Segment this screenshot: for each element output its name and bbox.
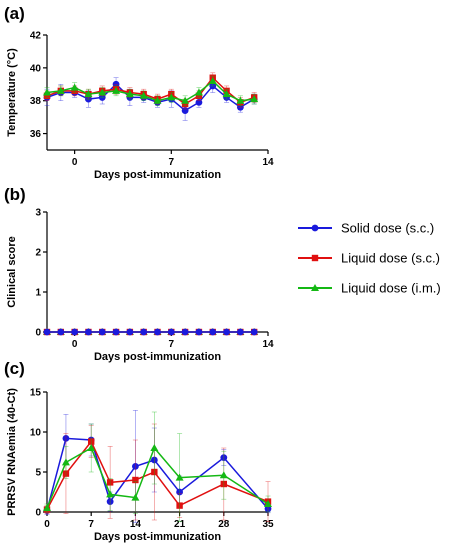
data-point bbox=[139, 91, 148, 99]
y-tick-label: 3 bbox=[35, 208, 41, 219]
y-tick-label: 5 bbox=[35, 468, 41, 479]
data-point bbox=[264, 500, 272, 507]
legend-marker-circle bbox=[311, 224, 319, 232]
data-point bbox=[112, 86, 121, 94]
data-point bbox=[57, 328, 65, 336]
data-point bbox=[132, 476, 139, 484]
data-point bbox=[98, 88, 107, 96]
y-axis-label: Temperature (°C) bbox=[6, 48, 18, 137]
data-point bbox=[181, 96, 190, 104]
series-triangle bbox=[43, 411, 272, 522]
y-tick-label: 38 bbox=[30, 96, 42, 107]
data-point bbox=[250, 328, 258, 336]
panel-label-b: (b) bbox=[4, 185, 26, 204]
series-circle bbox=[43, 328, 258, 336]
y-tick-label: 0 bbox=[35, 328, 41, 339]
y-tick-label: 40 bbox=[30, 63, 42, 74]
x-tick-label: 14 bbox=[130, 519, 142, 530]
data-point bbox=[167, 328, 175, 336]
data-point bbox=[43, 88, 51, 96]
legend-marker-triangle bbox=[311, 284, 319, 291]
y-tick-label: 15 bbox=[30, 388, 42, 399]
series-line bbox=[46, 76, 255, 105]
y-tick-label: 2 bbox=[35, 248, 41, 259]
data-point bbox=[209, 328, 217, 336]
data-point bbox=[112, 328, 120, 336]
data-point bbox=[43, 328, 51, 336]
y-tick-label: 10 bbox=[30, 428, 42, 439]
data-point bbox=[85, 328, 92, 336]
data-point bbox=[150, 444, 159, 451]
chart-c: 0 5 10 15 0 7 14 21 28 35 Days post-immunization PR… bbox=[6, 388, 274, 544]
x-tick-label: 7 bbox=[169, 339, 175, 350]
series-line bbox=[46, 79, 255, 102]
data-point bbox=[222, 90, 231, 98]
y-tick-label: 36 bbox=[30, 129, 42, 140]
x-axis-label: Days post-immunization bbox=[94, 169, 221, 181]
data-point bbox=[98, 328, 106, 336]
data-point bbox=[236, 96, 245, 104]
data-point bbox=[70, 83, 79, 91]
y-tick-label: 42 bbox=[30, 31, 42, 42]
series-triangle bbox=[43, 75, 259, 106]
data-point bbox=[56, 86, 65, 94]
data-point bbox=[71, 328, 79, 336]
chart-b: 0 1 2 3 0 7 14 Days post-immunization Clinical s… bbox=[6, 208, 274, 364]
data-point bbox=[125, 90, 134, 98]
panel-label-a: (a) bbox=[4, 4, 25, 23]
x-tick-label: 0 bbox=[44, 519, 50, 530]
x-tick-label: 0 bbox=[72, 339, 78, 350]
series-line bbox=[46, 446, 269, 509]
data-point bbox=[154, 328, 161, 336]
legend: Solid dose (s.c.) Liquid dose (s.c.) Liqui… bbox=[298, 221, 441, 296]
data-point bbox=[181, 328, 189, 336]
legend-label: Liquid dose (s.c.) bbox=[341, 251, 440, 266]
data-point bbox=[61, 458, 70, 466]
series-square bbox=[43, 72, 258, 110]
data-point bbox=[250, 95, 259, 103]
data-point bbox=[106, 490, 115, 498]
x-tick-label: 21 bbox=[174, 519, 186, 530]
data-point bbox=[208, 77, 217, 84]
data-point bbox=[84, 90, 93, 98]
data-point bbox=[153, 96, 162, 104]
panel-label-c: (c) bbox=[4, 359, 25, 378]
chart-a: 36 38 40 42 0 7 14 Days post-immunization Temper… bbox=[6, 31, 274, 182]
data-point bbox=[43, 504, 51, 511]
data-point bbox=[175, 473, 184, 481]
x-tick-label: 35 bbox=[262, 519, 274, 530]
x-tick-label: 0 bbox=[72, 157, 78, 168]
x-tick-label: 28 bbox=[218, 519, 230, 530]
x-tick-label: 14 bbox=[262, 157, 274, 168]
data-point bbox=[167, 93, 176, 101]
data-point bbox=[194, 88, 203, 96]
x-axis-label: Days post-immunization bbox=[94, 531, 221, 543]
data-point bbox=[87, 444, 96, 451]
data-point bbox=[131, 493, 140, 501]
y-axis-label: PRRSV RNAemia (40-Ct) bbox=[6, 388, 18, 516]
y-tick-label: 0 bbox=[35, 508, 41, 519]
y-axis-label: Clinical score bbox=[6, 236, 18, 308]
data-point bbox=[140, 328, 148, 336]
legend-label: Liquid dose (i.m.) bbox=[341, 281, 441, 296]
x-tick-label: 7 bbox=[88, 519, 94, 530]
series-circle bbox=[43, 410, 272, 523]
x-tick-label: 14 bbox=[262, 339, 274, 350]
data-point bbox=[195, 328, 203, 336]
data-point bbox=[126, 328, 134, 336]
data-point bbox=[219, 471, 228, 479]
x-tick-label: 7 bbox=[169, 157, 175, 168]
series-line bbox=[46, 83, 255, 112]
y-tick-label: 1 bbox=[35, 288, 41, 299]
legend-marker-square bbox=[311, 254, 319, 262]
data-point bbox=[223, 328, 230, 336]
data-point bbox=[236, 328, 244, 336]
legend-label: Solid dose (s.c.) bbox=[341, 221, 434, 236]
x-axis-label: Days post-immunization bbox=[94, 351, 221, 363]
